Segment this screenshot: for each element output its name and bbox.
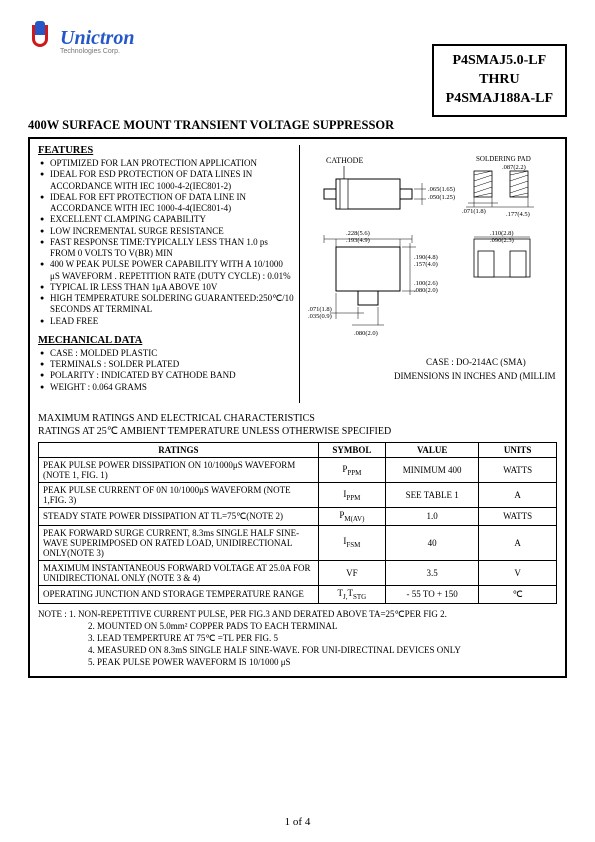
ratings-header-l1: MAXIMUM RATINGS AND ELECTRICAL CHARACTER…: [38, 413, 557, 426]
logo-text: Unictron Technologies Corp.: [60, 28, 134, 55]
cathode-label: CATHODE: [326, 156, 363, 165]
table-cell: PPPM: [318, 458, 385, 483]
note-line: NOTE : 1. NON-REPETITIVE CURRENT PULSE, …: [38, 608, 557, 620]
table-cell: A: [479, 525, 557, 560]
feature-item: EXCELLENT CLAMPING CAPABILITY: [40, 214, 295, 225]
part-number-box: P4SMAJ5.0-LF THRU P4SMAJ188A-LF: [432, 44, 567, 117]
svg-text:.035(0.9): .035(0.9): [308, 313, 332, 320]
table-cell: A: [479, 483, 557, 508]
features-column: FEATURES OPTIMIZED FOR LAN PROTECTION AP…: [38, 145, 299, 403]
svg-text:.087(2.2): .087(2.2): [502, 164, 526, 171]
soldering-label: SOLDERING PAD: [476, 155, 531, 163]
table-cell: STEADY STATE POWER DISSIPATION AT TL=75℃…: [39, 508, 319, 526]
feature-item: LOW INCREMENTAL SURGE RESISTANCE: [40, 226, 295, 237]
table-cell: VF: [318, 560, 385, 585]
svg-text:.157(4.0): .157(4.0): [414, 261, 438, 268]
svg-text:.080(2.0): .080(2.0): [354, 330, 378, 337]
notes: NOTE : 1. NON-REPETITIVE CURRENT PULSE, …: [38, 608, 557, 669]
case-line2: DIMENSIONS IN INCHES AND (MILLIMETERS): [394, 371, 556, 381]
table-cell: TJ,TSTG: [318, 585, 385, 603]
case-line1: CASE : DO-214AC (SMA): [426, 357, 526, 367]
table-cell: 3.5: [386, 560, 479, 585]
table-cell: WATTS: [479, 458, 557, 483]
feature-item: LEAD FREE: [40, 316, 295, 327]
feature-item: HIGH TEMPERATURE SOLDERING GUARANTEED:25…: [40, 293, 295, 316]
table-header: VALUE: [386, 443, 479, 458]
logo-mark: [28, 21, 56, 61]
part-line1: P4SMAJ5.0-LF: [446, 52, 553, 71]
feature-item: OPTIMIZED FOR LAN PROTECTION APPLICATION: [40, 158, 295, 169]
table-cell: - 55 TO + 150: [386, 585, 479, 603]
feature-item: 400 W PEAK PULSE POWER CAPABILITY WITH A…: [40, 259, 295, 282]
page-title: 400W SURFACE MOUNT TRANSIENT VOLTAGE SUP…: [28, 118, 567, 133]
table-cell: 40: [386, 525, 479, 560]
mechanical-list: CASE : MOLDED PLASTICTERMINALS : SOLDER …: [38, 348, 295, 393]
part-line2: THRU: [446, 71, 553, 90]
svg-text:.190(4.8): .190(4.8): [414, 254, 438, 261]
svg-text:.090(2.3): .090(2.3): [490, 237, 514, 244]
table-row: PEAK FORWARD SURGE CURRENT, 8.3ms SINGLE…: [39, 525, 557, 560]
table-cell: 1.0: [386, 508, 479, 526]
svg-text:.177(4.5): .177(4.5): [506, 211, 530, 218]
note-line: 4. MEASURED ON 8.3mS SINGLE HALF SINE-WA…: [38, 644, 557, 656]
mechanical-item: WEIGHT : 0.064 GRAMS: [40, 382, 295, 393]
table-header: SYMBOL: [318, 443, 385, 458]
svg-text:.100(2.6): .100(2.6): [414, 280, 438, 287]
table-cell: ℃: [479, 585, 557, 603]
diagram-svg: CATHODE .065(1.65) .050(1.25) SOLDERING …: [306, 149, 556, 399]
table-cell: SEE TABLE 1: [386, 483, 479, 508]
table-row: PEAK PULSE POWER DISSIPATION ON 10/1000μ…: [39, 458, 557, 483]
table-cell: PM(AV): [318, 508, 385, 526]
logo-name: Unictron: [60, 28, 134, 48]
table-cell: PEAK PULSE POWER DISSIPATION ON 10/1000μ…: [39, 458, 319, 483]
feature-item: IDEAL FOR EFT PROTECTION OF DATA LINE IN…: [40, 192, 295, 215]
note-line: 2. MOUNTED ON 5.0mm² COPPER PADS TO EACH…: [38, 620, 557, 632]
mechanical-heading: MECHANICAL DATA: [38, 335, 295, 346]
main-panel: FEATURES OPTIMIZED FOR LAN PROTECTION AP…: [28, 137, 567, 678]
table-header: RATINGS: [39, 443, 319, 458]
mechanical-item: CASE : MOLDED PLASTIC: [40, 348, 295, 359]
table-cell: IFSM: [318, 525, 385, 560]
svg-text:.080(2.0): .080(2.0): [414, 287, 438, 294]
features-list: OPTIMIZED FOR LAN PROTECTION APPLICATION…: [38, 158, 295, 327]
table-row: STEADY STATE POWER DISSIPATION AT TL=75℃…: [39, 508, 557, 526]
logo-sub: Technologies Corp.: [60, 48, 134, 55]
note-line: 5. PEAK PULSE POWER WAVEFORM IS 10/1000 …: [38, 656, 557, 668]
svg-text:.110(2.8): .110(2.8): [490, 230, 514, 237]
ratings-table: RATINGSSYMBOLVALUEUNITS PEAK PULSE POWER…: [38, 442, 557, 604]
table-cell: MINIMUM 400: [386, 458, 479, 483]
mechanical-item: TERMINALS : SOLDER PLATED: [40, 359, 295, 370]
table-header: UNITS: [479, 443, 557, 458]
mechanical-item: POLARITY : INDICATED BY CATHODE BAND: [40, 370, 295, 381]
svg-text:.193(4.9): .193(4.9): [346, 237, 370, 244]
table-row: OPERATING JUNCTION AND STORAGE TEMPERATU…: [39, 585, 557, 603]
table-cell: MAXIMUM INSTANTANEOUS FORWARD VOLTAGE AT…: [39, 560, 319, 585]
table-cell: WATTS: [479, 508, 557, 526]
table-cell: PEAK PULSE CURRENT OF 0N 10/1000μS WAVEF…: [39, 483, 319, 508]
table-cell: OPERATING JUNCTION AND STORAGE TEMPERATU…: [39, 585, 319, 603]
svg-text:.071(1.8): .071(1.8): [462, 208, 486, 215]
ratings-header-l2: RATINGS AT 25℃ AMBIENT TEMPERATURE UNLES…: [38, 426, 557, 439]
table-row: PEAK PULSE CURRENT OF 0N 10/1000μS WAVEF…: [39, 483, 557, 508]
note-line: 3. LEAD TEMPERTURE AT 75℃ =TL PER FIG. 5: [38, 632, 557, 644]
page-number: 1 of 4: [0, 816, 595, 828]
svg-text:.071(1.8): .071(1.8): [308, 306, 332, 313]
svg-text:.228(5.6): .228(5.6): [346, 230, 370, 237]
features-heading: FEATURES: [38, 145, 295, 156]
feature-item: TYPICAL IR LESS THAN 1μA ABOVE 10V: [40, 282, 295, 293]
part-line3: P4SMAJ188A-LF: [446, 90, 553, 109]
ratings-header: MAXIMUM RATINGS AND ELECTRICAL CHARACTER…: [38, 413, 557, 438]
table-cell: PEAK FORWARD SURGE CURRENT, 8.3ms SINGLE…: [39, 525, 319, 560]
feature-item: IDEAL FOR ESD PROTECTION OF DATA LINES I…: [40, 169, 295, 192]
table-cell: IPPM: [318, 483, 385, 508]
feature-item: FAST RESPONSE TIME:TYPICALLY LESS THAN 1…: [40, 237, 295, 260]
table-cell: V: [479, 560, 557, 585]
package-diagram: CATHODE .065(1.65) .050(1.25) SOLDERING …: [299, 145, 557, 403]
svg-text:.050(1.25): .050(1.25): [428, 194, 455, 201]
table-row: MAXIMUM INSTANTANEOUS FORWARD VOLTAGE AT…: [39, 560, 557, 585]
svg-text:.065(1.65): .065(1.65): [428, 186, 455, 193]
